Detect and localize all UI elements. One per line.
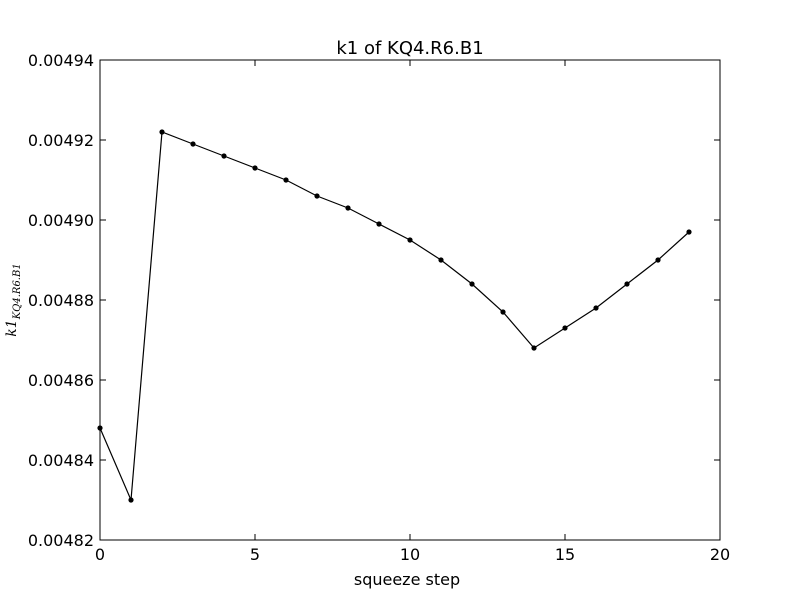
data-point [345, 205, 351, 211]
data-point [252, 165, 258, 171]
data-point [593, 305, 599, 311]
plot-frame [99, 59, 721, 541]
data-point [562, 325, 568, 331]
data-point [438, 257, 444, 263]
data-point [686, 229, 692, 235]
data-point [376, 221, 382, 227]
x-tick-labels: 0 5 10 15 20 [95, 545, 730, 564]
y-tick-label: 0.00484 [28, 451, 94, 470]
y-tick-label: 0.00482 [28, 531, 94, 550]
data-point [128, 497, 134, 503]
x-tick-label: 20 [710, 545, 730, 564]
x-tick-label: 0 [95, 545, 105, 564]
y-tick-label: 0.00490 [28, 211, 94, 230]
y-axis-label-subscript: KQ4.R6.B1 [12, 263, 23, 320]
series-line [99, 131, 690, 501]
x-axis-label: squeeze step [354, 570, 460, 589]
data-point [283, 177, 289, 183]
y-tick-labels: 0.00482 0.00484 0.00486 0.00488 0.00490 0.004… [28, 51, 94, 550]
x-tick-label: 10 [400, 545, 420, 564]
y-axis-label: k1KQ4.R6.B1 [4, 263, 23, 336]
y-tick-label: 0.00494 [28, 51, 94, 70]
data-point [469, 281, 475, 287]
y-axis-label-group: k1KQ4.R6.B1 [4, 263, 23, 336]
data-point [159, 129, 165, 135]
data-point [190, 141, 196, 147]
data-point [531, 345, 537, 351]
data-point [407, 237, 413, 243]
series-points [97, 129, 692, 503]
y-tick-label: 0.00486 [28, 371, 94, 390]
y-tick-label: 0.00492 [28, 131, 94, 150]
y-tick-label: 0.00488 [28, 291, 94, 310]
chart-title: k1 of KQ4.R6.B1 [336, 38, 483, 59]
y-axis-label-main: k1 [4, 319, 20, 336]
data-point [655, 257, 661, 263]
data-point [314, 193, 320, 199]
x-tick-label: 5 [250, 545, 260, 564]
x-tick-label: 15 [555, 545, 575, 564]
data-point [624, 281, 630, 287]
data-point [500, 309, 506, 315]
axis-ticks [99, 59, 721, 541]
data-point [221, 153, 227, 159]
data-point [97, 425, 103, 431]
